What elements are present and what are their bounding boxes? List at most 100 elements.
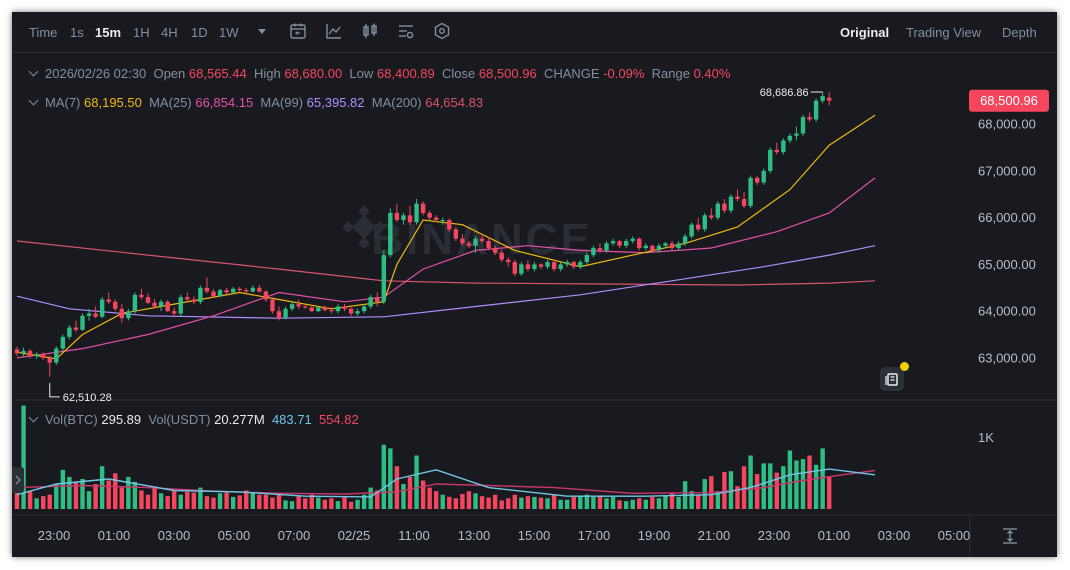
candle-down[interactable] — [139, 288, 144, 300]
candle-up[interactable] — [604, 241, 609, 253]
candle-down[interactable] — [696, 217, 701, 232]
candle-up[interactable] — [80, 313, 85, 331]
hexagon-settings-icon[interactable] — [433, 22, 451, 40]
candle-up[interactable] — [289, 301, 295, 312]
candle-up[interactable] — [565, 259, 570, 267]
candle-up[interactable] — [656, 243, 662, 253]
candle-up[interactable] — [623, 238, 629, 249]
candle-up[interactable] — [316, 306, 321, 313]
candle-up[interactable] — [584, 252, 590, 265]
candle-up[interactable] — [761, 168, 766, 185]
candle-down[interactable] — [263, 290, 269, 302]
candle-down[interactable] — [191, 296, 197, 305]
candle-up[interactable] — [414, 198, 419, 225]
candle-down[interactable] — [525, 260, 531, 272]
candle-up[interactable] — [355, 308, 360, 316]
candle-down[interactable] — [93, 306, 98, 319]
candle-down[interactable] — [14, 346, 20, 357]
candle-up[interactable] — [715, 201, 721, 220]
candle-up[interactable] — [335, 304, 341, 314]
candle-down[interactable] — [342, 304, 347, 312]
candle-up[interactable] — [591, 245, 596, 258]
side-panel-toggle[interactable] — [12, 467, 24, 493]
candle-down[interactable] — [296, 299, 301, 309]
candle-down[interactable] — [827, 92, 832, 106]
interval-1d[interactable]: 1D — [191, 25, 208, 40]
candle-up[interactable] — [368, 294, 373, 309]
candle-down[interactable] — [722, 198, 727, 213]
candle-up[interactable] — [158, 299, 164, 312]
candle-down[interactable] — [453, 227, 459, 242]
interval-15m[interactable]: 15m — [95, 25, 122, 40]
interval-1s[interactable]: 1s — [70, 25, 84, 40]
time-label[interactable]: Time — [29, 25, 58, 40]
candle-down[interactable] — [650, 244, 655, 253]
candle-down[interactable] — [224, 287, 229, 295]
candle-up[interactable] — [768, 147, 773, 174]
candle-down[interactable] — [407, 205, 413, 225]
calendar-icon[interactable] — [289, 22, 307, 40]
candle-down[interactable] — [506, 257, 511, 267]
candle-up[interactable] — [630, 236, 635, 244]
candle-down[interactable] — [303, 304, 308, 309]
candle-down[interactable] — [257, 284, 262, 293]
candle-down[interactable] — [309, 306, 314, 313]
settings-sliders-icon[interactable] — [397, 22, 415, 40]
candle-up[interactable] — [676, 241, 681, 251]
candle-down[interactable] — [735, 189, 740, 202]
candle-down[interactable] — [322, 305, 328, 312]
candle-down[interactable] — [276, 306, 282, 321]
candle-down[interactable] — [479, 234, 485, 244]
candle-up[interactable] — [401, 212, 406, 225]
candle-down[interactable] — [420, 201, 426, 216]
candle-up[interactable] — [787, 133, 793, 143]
candle-up[interactable] — [781, 138, 786, 155]
current-price-tag[interactable] — [969, 89, 1049, 112]
tab-trading-view[interactable]: Trading View — [906, 25, 982, 40]
candle-up[interactable] — [689, 222, 694, 239]
tab-original[interactable]: Original — [840, 25, 890, 40]
candle-down[interactable] — [447, 218, 452, 232]
candle-down[interactable] — [211, 289, 216, 299]
candle-up[interactable] — [682, 234, 688, 246]
candle-up[interactable] — [820, 92, 825, 104]
candle-up[interactable] — [519, 262, 524, 277]
candle-down[interactable] — [27, 349, 33, 359]
candle-down[interactable] — [499, 249, 504, 263]
candle-down[interactable] — [113, 299, 118, 312]
expand-panel-button[interactable] — [880, 367, 904, 391]
candle-up[interactable] — [361, 304, 367, 314]
candle-down[interactable] — [172, 307, 177, 316]
candle-down[interactable] — [538, 263, 544, 270]
candle-down[interactable] — [754, 175, 760, 185]
candle-down[interactable] — [807, 112, 812, 122]
candle-up[interactable] — [473, 236, 478, 253]
candle-down[interactable] — [119, 304, 124, 323]
candle-down[interactable] — [486, 237, 491, 251]
interval-1w[interactable]: 1W — [219, 25, 239, 40]
candle-up[interactable] — [67, 325, 72, 340]
candle-down[interactable] — [244, 287, 249, 294]
candle-down[interactable] — [741, 191, 747, 209]
interval-1h[interactable]: 1H — [133, 25, 150, 40]
candle-down[interactable] — [460, 234, 465, 246]
candle-down[interactable] — [145, 293, 151, 305]
candle-up[interactable] — [217, 288, 223, 298]
candle-down[interactable] — [329, 307, 334, 314]
candle-down[interactable] — [73, 320, 79, 333]
candle-up[interactable] — [813, 98, 819, 122]
candle-up[interactable] — [198, 285, 203, 305]
candle-up[interactable] — [440, 217, 445, 225]
candle-down[interactable] — [709, 208, 714, 220]
candle-up[interactable] — [610, 238, 616, 246]
candle-up[interactable] — [748, 175, 753, 209]
candle-up[interactable] — [702, 212, 707, 232]
candle-up[interactable] — [578, 259, 583, 270]
auto-scale-icon[interactable] — [1000, 526, 1020, 546]
candle-up[interactable] — [99, 297, 105, 319]
candle-down[interactable] — [492, 245, 498, 256]
candle-up[interactable] — [126, 308, 131, 321]
candle-down[interactable] — [669, 241, 675, 251]
candle-up[interactable] — [250, 285, 255, 293]
candle-down[interactable] — [47, 355, 52, 377]
